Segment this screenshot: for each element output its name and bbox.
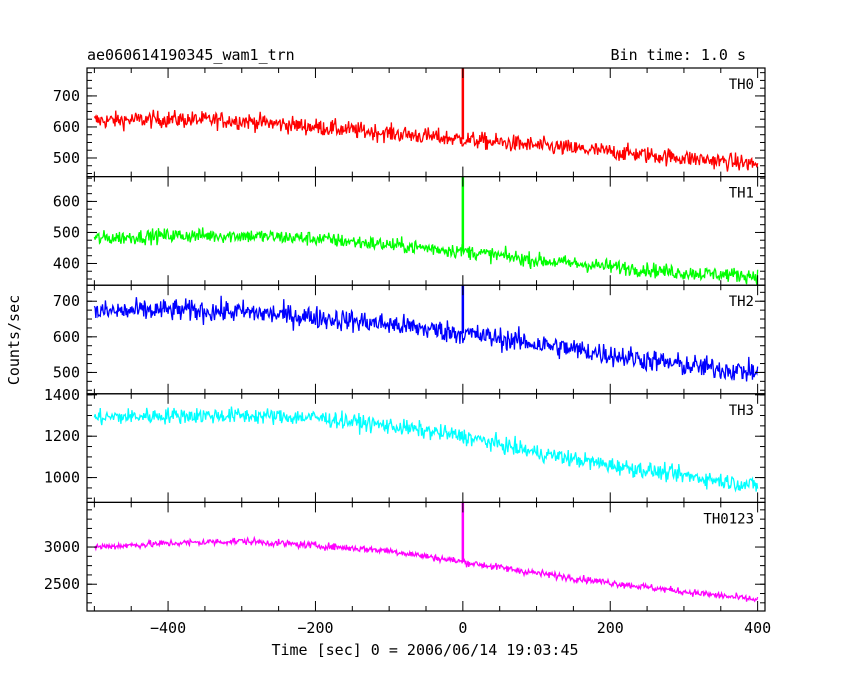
x-tick-label: −200	[297, 619, 333, 637]
series-line-th0123	[93, 535, 759, 603]
y-axis-label: Counts/sec	[5, 295, 23, 385]
panel-name-th1: TH1	[729, 186, 754, 202]
y-tick-label: 600	[53, 328, 80, 346]
y-tick-label: 600	[53, 192, 80, 210]
y-tick-label: 400	[53, 254, 80, 272]
y-tick-label: 700	[53, 87, 80, 105]
y-tick-label: 2500	[44, 575, 80, 593]
y-tick-label: 500	[53, 363, 80, 381]
y-tick-label: 600	[53, 118, 80, 136]
y-tick-label: 500	[53, 223, 80, 241]
y-tick-label: 500	[53, 149, 80, 167]
series-line-th2	[93, 295, 759, 382]
x-tick-label: 0	[458, 619, 467, 637]
series-line-th0	[93, 109, 759, 172]
x-axis-label: Time [sec] 0 = 2006/06/14 19:03:45	[271, 641, 578, 659]
panel-name-th3: TH3	[729, 403, 754, 419]
bin-time-label: Bin time: 1.0 s	[611, 46, 746, 64]
x-tick-label: 400	[744, 619, 771, 637]
panel-th1: 400 500 600 TH1	[53, 176, 766, 286]
panel-frame-th3	[86, 393, 766, 503]
x-tick-label: 200	[597, 619, 624, 637]
series-line-th1	[93, 227, 759, 285]
y-tick-label: 1400	[44, 386, 80, 404]
x-axis: −400 −200 0 200 400	[150, 619, 771, 637]
panel-name-th0: TH0	[729, 77, 754, 93]
series-line-th3	[93, 406, 759, 493]
panel-th2: 500 600 700 TH2	[53, 284, 766, 395]
chart-title: ae060614190345_wam1_trn	[87, 46, 295, 64]
panel-frame-th0	[86, 67, 766, 178]
panel-th3: 1000 1200 1400 TH3	[44, 386, 766, 503]
y-tick-label: 700	[53, 292, 80, 310]
y-tick-label: 1200	[44, 427, 80, 445]
y-tick-label: 3000	[44, 538, 80, 556]
panels-group: 500 600 700 TH0 400 500 600 TH1 500 600 700 TH2 1000…	[44, 67, 766, 612]
panel-th0123: 2500 3000 TH0123	[44, 501, 766, 612]
panel-name-th0123: TH0123	[703, 511, 754, 527]
x-tick-label: −400	[150, 619, 186, 637]
panel-name-th2: TH2	[729, 294, 754, 310]
y-tick-label: 1000	[44, 469, 80, 487]
panel-th0: 500 600 700 TH0	[53, 67, 766, 178]
